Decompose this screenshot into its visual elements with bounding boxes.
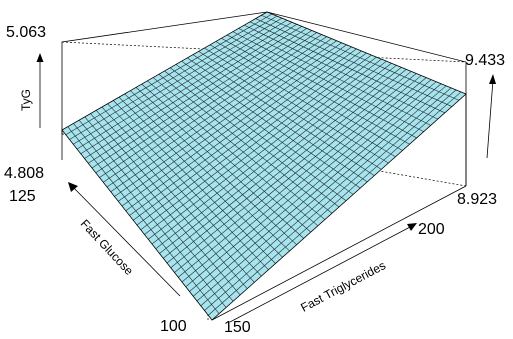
glucose-tick-125: 125 bbox=[9, 188, 36, 205]
tyg-axis-title: TyG bbox=[19, 89, 33, 111]
right-z-axis-arrowhead bbox=[489, 74, 496, 84]
tyg-min-label: 4.808 bbox=[4, 165, 44, 182]
tyg-axis-arrowhead bbox=[37, 53, 44, 62]
triglycerides-axis-title: Fast Triglycerides bbox=[298, 258, 388, 315]
triglycerides-tick-200: 200 bbox=[418, 221, 445, 238]
glucose-axis-title: Fast Glucose bbox=[78, 217, 137, 278]
tyg-max-label: 5.063 bbox=[6, 24, 46, 41]
triglycerides-axis-arrowhead bbox=[407, 223, 417, 231]
glucose-tick-100: 100 bbox=[160, 318, 187, 335]
right-z-axis-line bbox=[487, 80, 493, 158]
right-z-min-label: 8.923 bbox=[457, 191, 497, 208]
triglycerides-tick-150: 150 bbox=[224, 319, 251, 336]
right-z-max-label: 9.433 bbox=[465, 52, 505, 69]
